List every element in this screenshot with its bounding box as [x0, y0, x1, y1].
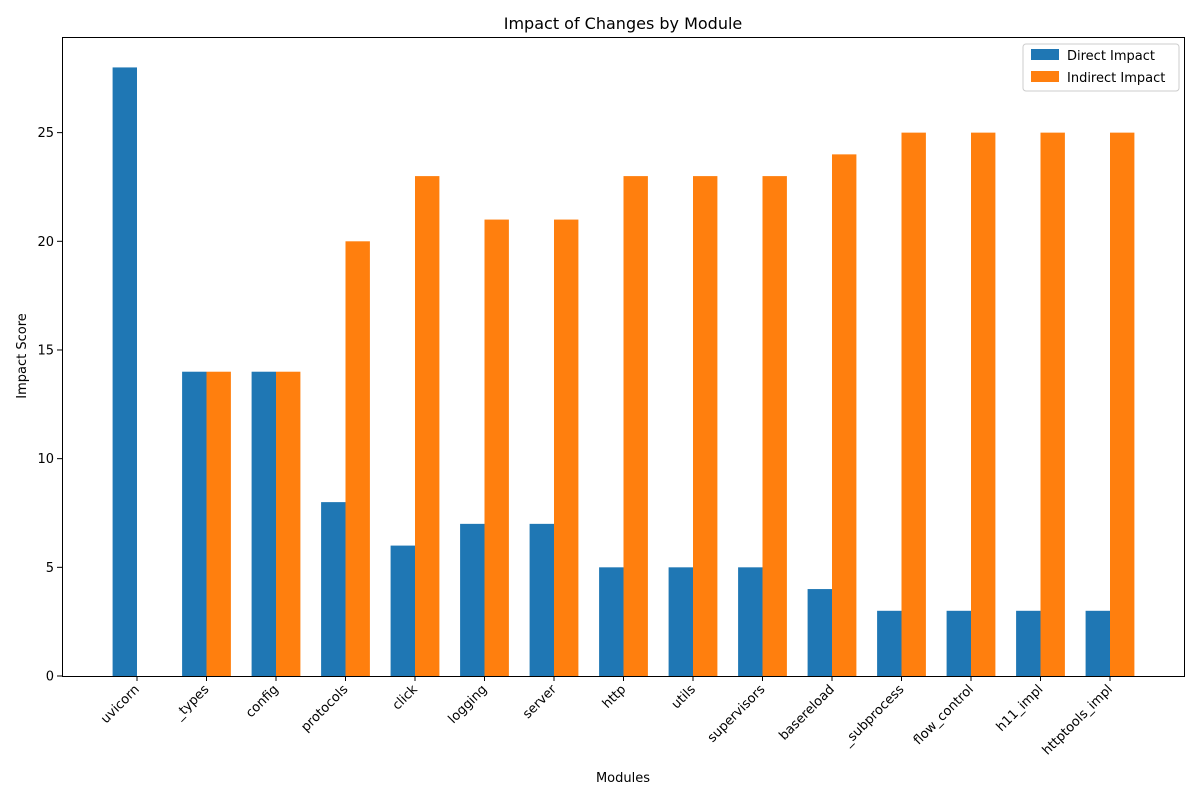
plot-frame: [62, 37, 1185, 677]
y-tick-label: 20: [37, 235, 54, 250]
x-tick-label: _types: [171, 682, 212, 723]
bar-indirect-impact-supervisors: [762, 176, 787, 676]
bar-direct-impact-types: [182, 371, 207, 676]
bar-direct-impact-click: [390, 545, 415, 676]
bar-direct-impact-server: [529, 523, 554, 676]
legend-swatch-indirect-impact: [1031, 71, 1059, 82]
bar-direct-impact-basereload: [807, 589, 832, 676]
x-tick-label: config: [243, 682, 282, 721]
legend: Direct Impact Indirect Impact: [1022, 43, 1180, 92]
x-tick-label: http: [600, 682, 629, 711]
bar-indirect-impact-server: [554, 219, 579, 677]
bars-group: [112, 67, 1135, 677]
bar-indirect-impact-http: [623, 176, 648, 676]
x-tick-label: supervisors: [705, 682, 769, 746]
x-tick-label: h11_impl: [994, 682, 1047, 735]
bar-direct-impact-subprocess: [877, 610, 902, 676]
bar-direct-impact-supervisors: [738, 567, 763, 676]
bar-indirect-impact-subprocess: [901, 132, 926, 676]
bar-direct-impact-utils: [668, 567, 693, 676]
legend-swatch-direct-impact: [1031, 49, 1059, 60]
bar-direct-impact-h11-impl: [1016, 610, 1041, 676]
bar-indirect-impact-utils: [693, 176, 718, 676]
x-tick-label: click: [390, 682, 421, 713]
x-tick-label: flow_control: [911, 682, 977, 748]
bar-indirect-impact-flow-control: [971, 132, 996, 676]
bar-direct-impact-config: [251, 371, 276, 676]
y-tick-label: 5: [46, 561, 54, 576]
bar-indirect-impact-config: [276, 371, 301, 676]
x-tick-label: httptools_impl: [1040, 682, 1116, 758]
bar-indirect-impact-httptools-impl: [1110, 132, 1135, 676]
bar-indirect-impact-logging: [484, 219, 509, 677]
x-axis-ticks: uvicorn _types config protocols click logging…: [98, 676, 1116, 758]
bar-direct-impact-flow-control: [946, 610, 971, 676]
x-tick-label: server: [520, 682, 560, 722]
y-axis-label: Impact Score: [15, 313, 30, 399]
legend-label-direct-impact: Direct Impact: [1067, 49, 1155, 64]
y-tick-label: 25: [37, 126, 54, 141]
chart-title: Impact of Changes by Module: [504, 14, 743, 33]
bar-direct-impact-http: [599, 567, 624, 676]
bar-direct-impact-protocols: [321, 502, 346, 676]
x-tick-label: basereload: [776, 682, 837, 743]
bar-indirect-impact-basereload: [832, 154, 857, 677]
y-tick-label: 0: [46, 670, 54, 685]
x-axis-label: Modules: [596, 771, 650, 786]
x-tick-label: _subprocess: [840, 682, 908, 750]
legend-label-indirect-impact: Indirect Impact: [1067, 71, 1165, 86]
legend-box: [1022, 43, 1180, 92]
bar-indirect-impact-h11-impl: [1040, 132, 1065, 676]
bar-indirect-impact-protocols: [345, 241, 370, 676]
y-axis-ticks: 0 5 10 15 20 25: [37, 126, 62, 685]
y-tick-label: 10: [37, 452, 54, 467]
bar-direct-impact-uvicorn: [112, 67, 137, 676]
bar-indirect-impact-click: [415, 176, 440, 676]
x-tick-label: protocols: [298, 682, 351, 735]
y-tick-label: 15: [37, 343, 54, 358]
x-tick-label: utils: [669, 682, 699, 712]
x-tick-label: logging: [446, 682, 491, 727]
x-tick-label: uvicorn: [98, 682, 143, 727]
bar-direct-impact-httptools-impl: [1085, 610, 1110, 676]
bar-indirect-impact-types: [206, 371, 231, 676]
bar-direct-impact-logging: [460, 523, 485, 676]
